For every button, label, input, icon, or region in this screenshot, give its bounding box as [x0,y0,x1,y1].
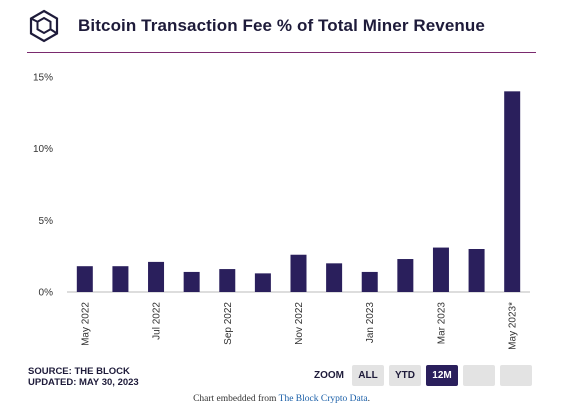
x-tick-label: Nov 2022 [294,302,305,345]
bar [76,266,93,292]
x-tick-label: May 2022 [80,302,91,346]
bar [219,269,236,292]
x-tick-label: Sep 2022 [223,302,234,345]
x-tick-label: Mar 2023 [436,302,447,345]
bar [432,247,449,292]
embed-credit: Chart embedded from The Block Crypto Dat… [0,394,563,404]
zoom-blank-button-2[interactable] [500,365,532,386]
y-tick-label: 15% [33,73,53,84]
bar-chart: 0% 5% 10% 15% May 2022 Jul 2022 Sep 2022 Nov 20… [33,73,530,350]
bar [504,91,521,292]
updated-line: UPDATED: MAY 30, 2023 [28,377,139,388]
bar [183,271,200,292]
zoom-all-button[interactable]: ALL [352,365,384,386]
zoom-blank-button-1[interactable] [463,365,495,386]
bar [112,266,129,292]
title-divider [27,52,536,53]
bar [290,254,307,292]
y-tick-label: 10% [33,144,53,155]
source-line: SOURCE: THE BLOCK [28,366,130,377]
embed-prefix: Chart embedded from [193,394,279,404]
x-tick-label: Jul 2022 [152,302,163,340]
bar [148,261,165,292]
embed-suffix: . [367,394,370,404]
y-tick-label: 5% [39,216,54,227]
zoom-label: ZOOM [314,370,344,381]
bar [397,259,414,292]
embed-link[interactable]: The Block Crypto Data [278,394,368,404]
chart-title: Bitcoin Transaction Fee % of Total Miner… [78,16,485,35]
bar [468,249,485,292]
source-note: SOURCE: THE BLOCK UPDATED: MAY 30, 2023 [28,366,139,388]
bar [361,271,378,292]
x-tick-label: May 2023* [508,302,519,350]
zoom-controls: ZOOM ALL YTD 12M [0,365,563,387]
y-tick-label: 0% [39,288,54,299]
the-block-logo-icon [29,9,59,43]
x-tick-label: Jan 2023 [365,302,376,344]
bar [326,263,343,292]
bar [254,273,271,292]
zoom-12m-button[interactable]: 12M [426,365,458,386]
zoom-ytd-button[interactable]: YTD [389,365,421,386]
